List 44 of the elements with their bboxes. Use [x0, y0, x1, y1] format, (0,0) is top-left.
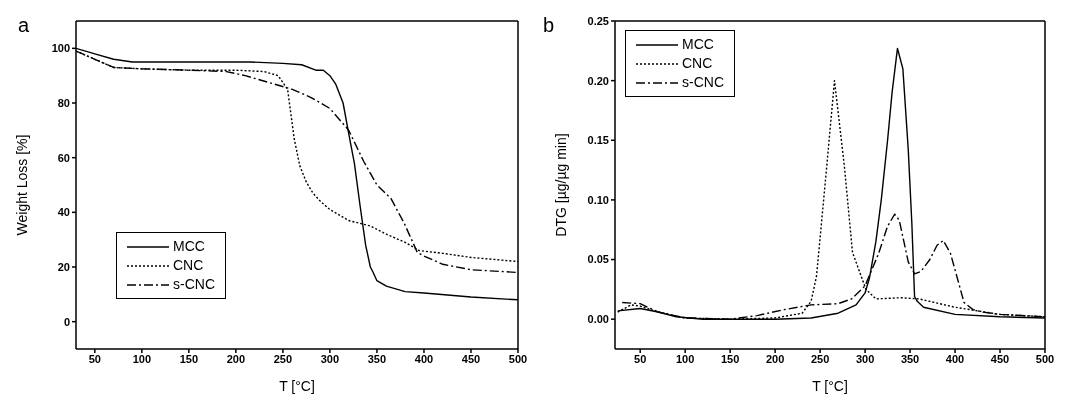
- x-tick-label: 350: [900, 352, 920, 365]
- x-tick-label: 300: [320, 352, 340, 365]
- x-tick-label: 400: [414, 352, 434, 365]
- y-tick-label: 0.25: [587, 14, 609, 27]
- x-tick-label: 50: [634, 352, 647, 365]
- x-tick-label: 250: [273, 352, 293, 365]
- x-axis-title: T [°C]: [279, 377, 315, 394]
- chart-title: b: [543, 14, 555, 36]
- x-tick-label: 100: [675, 352, 695, 365]
- legend-label: CNC: [173, 256, 204, 275]
- legend-label: s-CNC: [173, 275, 215, 294]
- chart-title: a: [18, 14, 30, 36]
- legend-label: MCC: [173, 237, 205, 256]
- x-tick-label: 400: [945, 352, 965, 365]
- x-tick-label: 150: [179, 352, 199, 365]
- y-tick-label: 40: [57, 206, 70, 219]
- y-tick-label: 0: [63, 315, 70, 328]
- y-tick-label: 0.20: [587, 74, 609, 87]
- y-tick-label: 0.15: [587, 134, 609, 147]
- x-tick-label: 100: [132, 352, 152, 365]
- x-tick-label: 500: [1035, 352, 1055, 365]
- x-tick-label: 450: [461, 352, 481, 365]
- y-tick-label: 80: [57, 96, 70, 109]
- x-axis-title: T [°C]: [812, 377, 848, 394]
- x-tick-label: 500: [508, 352, 528, 365]
- x-tick-label: 350: [367, 352, 387, 365]
- x-tick-label: 300: [855, 352, 875, 365]
- x-tick-label: 450: [990, 352, 1010, 365]
- legend-label: s-CNC: [682, 73, 724, 92]
- y-tick-label: 60: [57, 151, 70, 164]
- legend-label: CNC: [682, 54, 713, 73]
- x-tick-label: 200: [765, 352, 785, 365]
- y-tick-label: 0.10: [587, 193, 609, 206]
- y-tick-label: 0.05: [587, 253, 609, 266]
- x-tick-label: 50: [88, 352, 101, 365]
- x-tick-label: 150: [720, 352, 740, 365]
- y-tick-label: 100: [51, 42, 70, 55]
- y-tick-label: 20: [57, 260, 70, 273]
- x-tick-label: 200: [226, 352, 246, 365]
- legend-label: MCC: [682, 35, 714, 54]
- y-tick-label: 0.00: [587, 313, 609, 326]
- y-axis-title: DTG [µg/µg min]: [552, 133, 569, 237]
- x-tick-label: 250: [810, 352, 830, 365]
- y-axis-title: Weight Loss [%]: [13, 134, 30, 236]
